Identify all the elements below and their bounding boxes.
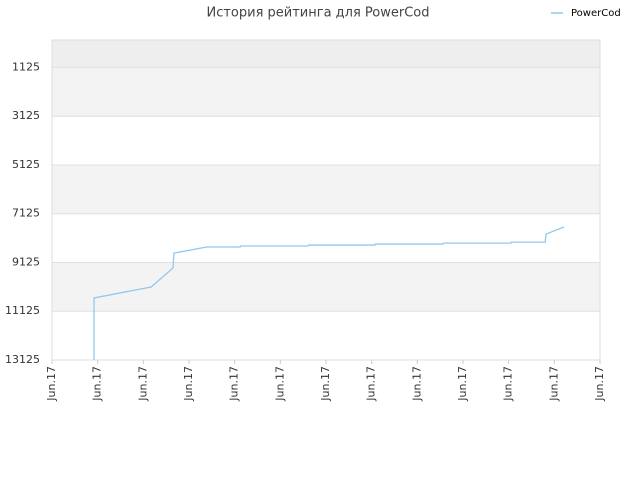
x-tick-label: Jun.17 [593, 366, 606, 402]
legend-label: PowerCod [571, 8, 621, 19]
band [52, 262, 600, 312]
y-tick-label: 3125 [12, 109, 40, 122]
band [52, 164, 600, 214]
line [93, 226, 565, 360]
y-tick-label: 5125 [12, 158, 40, 171]
x-tick-label: Jun.17 [319, 366, 332, 402]
band [52, 116, 600, 165]
y-tick-label: 13125 [5, 353, 40, 366]
x-tick-label: Jun.17 [273, 366, 286, 402]
band [52, 213, 600, 263]
y-tick-label: 7125 [12, 207, 40, 220]
x-tick-label: Jun.17 [410, 366, 423, 402]
x-tick-label: Jun.17 [365, 366, 378, 402]
chart-title: История рейтинга для PowerCod [206, 6, 429, 21]
y-tick-label: 1125 [12, 60, 40, 73]
x-tick-label: Jun.17 [45, 366, 58, 402]
y-tick-label: 11125 [5, 304, 40, 317]
x-tick-label: Jun.17 [182, 366, 195, 402]
x-tick-label: Jun.17 [502, 366, 515, 402]
band [52, 311, 600, 360]
x-tick-label: Jun.17 [456, 366, 469, 402]
x-tick-label: Jun.17 [547, 366, 560, 402]
x-tick-label: Jun.17 [136, 366, 149, 402]
y-tick-label: 9125 [12, 255, 40, 268]
x-tick-label: Jun.17 [91, 366, 104, 402]
band [52, 40, 600, 68]
band [52, 67, 600, 117]
x-tick-label: Jun.17 [228, 366, 241, 402]
